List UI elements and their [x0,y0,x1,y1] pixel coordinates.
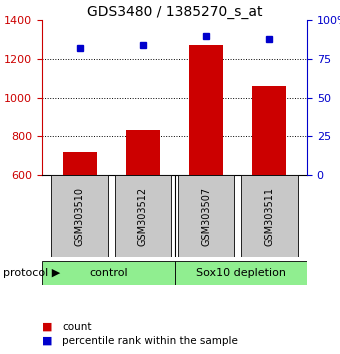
Bar [252,86,287,175]
Bar [42,261,174,285]
Text: ■: ■ [42,336,52,346]
Text: ■: ■ [42,321,52,332]
Bar [125,130,160,175]
Bar [115,175,171,257]
Text: count: count [63,321,92,332]
Bar [241,175,298,257]
Bar [51,175,108,257]
Title: GDS3480 / 1385270_s_at: GDS3480 / 1385270_s_at [87,5,262,19]
Bar [178,175,235,257]
Bar [174,261,307,285]
Text: GSM303510: GSM303510 [75,187,85,246]
Text: Sox10 depletion: Sox10 depletion [196,268,286,278]
Text: GSM303512: GSM303512 [138,187,148,246]
Text: GSM303511: GSM303511 [264,187,274,246]
Bar [63,152,97,175]
Text: GSM303507: GSM303507 [201,187,211,246]
Bar [189,45,223,175]
Text: percentile rank within the sample: percentile rank within the sample [63,336,238,346]
Text: protocol ▶: protocol ▶ [3,268,61,278]
Text: control: control [89,268,128,278]
